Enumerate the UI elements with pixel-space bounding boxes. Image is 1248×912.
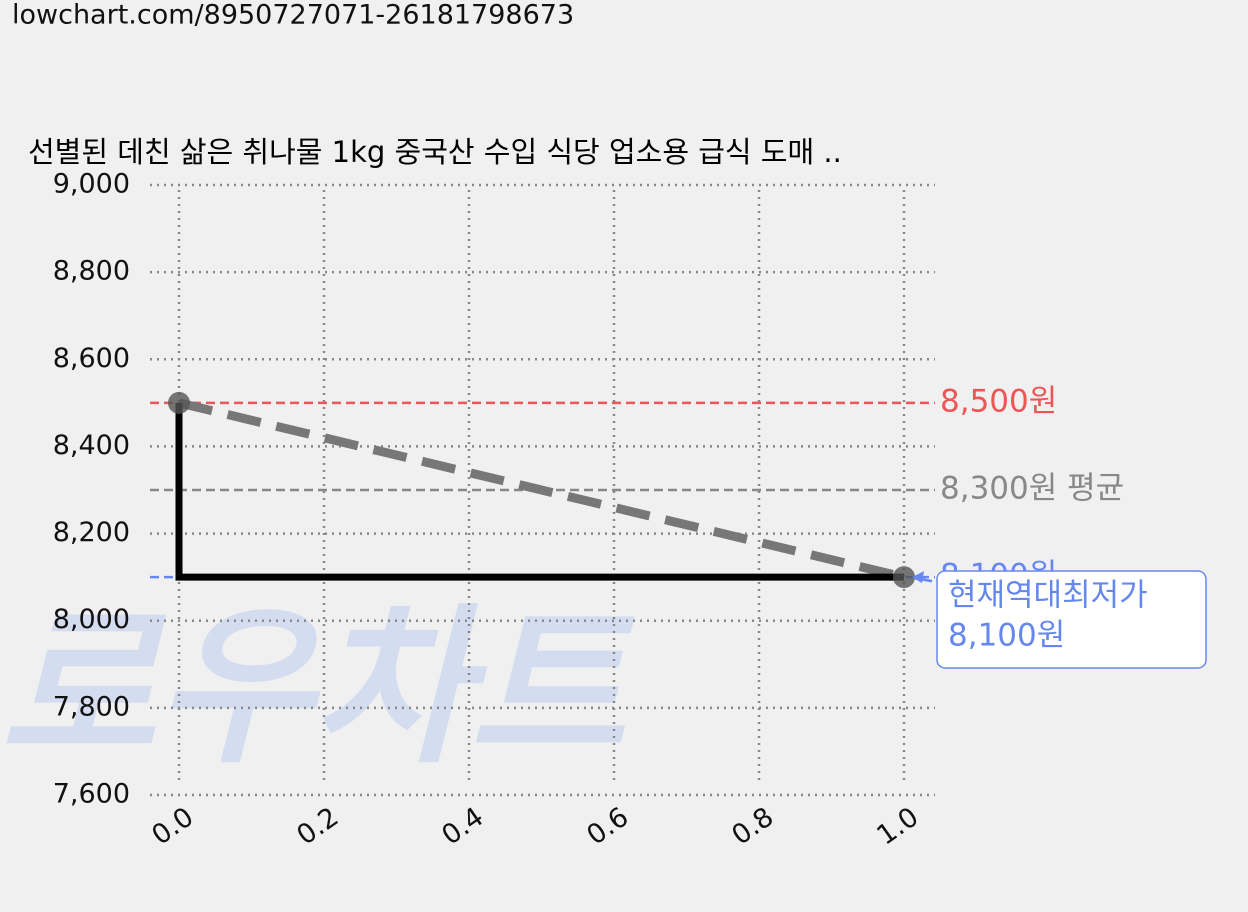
reference-label: 8,500원 [940,383,1057,419]
line [175,402,904,581]
x-tick-label: 1.0 [871,801,924,851]
y-tick-label: 7,600 [53,779,130,810]
x-tick-label: 0.4 [436,801,489,851]
y-tick-label: 8,600 [53,343,130,374]
annotation-box [936,570,1207,669]
x-tick-label: 0.8 [726,801,779,851]
x-tick-label: 0.2 [291,801,344,851]
y-tick-label: 8,000 [53,604,130,635]
x-tick-label: 0.6 [581,801,634,851]
x-tick-label: 0.0 [146,801,199,851]
y-tick-label: 8,400 [53,430,130,461]
point [893,566,915,589]
annotation-arrowhead [912,571,924,584]
chart-title: 선별된 데친 삶은 취나물 1kg 중국산 수입 식당 업소용 급식 도매 .. [28,135,842,169]
reference-label: 8,300원 평균 [940,471,1124,507]
point [168,391,190,414]
url: lowchart.com/8950727071-26181798673 [12,0,574,31]
y-tick-label: 8,800 [53,256,130,287]
y-tick-label: 9,000 [53,169,130,200]
annotation-text: 8,100원 [948,618,1065,654]
y-tick-label: 8,200 [53,517,130,548]
y-tick-label: 7,800 [53,691,130,722]
line [177,398,906,582]
watermark: 로우차트 [0,589,635,787]
annotation-text: 현재역대최저가 [948,578,1148,614]
